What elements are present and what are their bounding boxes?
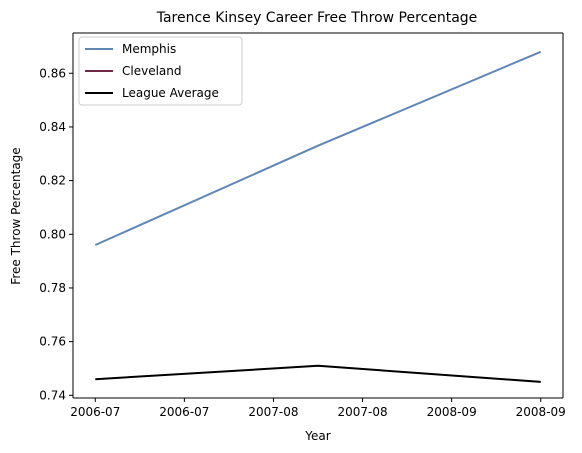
- y-tick-label: 0.82: [39, 174, 66, 188]
- x-tick-label: 2006-07: [70, 405, 120, 419]
- legend-box: [78, 36, 243, 106]
- legend-entry-1: Cleveland: [122, 64, 182, 78]
- y-axis-label: Free Throw Percentage: [9, 147, 23, 284]
- x-tick-label: 2007-08: [248, 405, 298, 419]
- legend-entry-2: League Average: [122, 86, 219, 100]
- x-axis-label: Year: [304, 429, 330, 443]
- y-tick-label: 0.74: [39, 388, 66, 402]
- legend-entry-0: Memphis: [122, 42, 176, 56]
- series-line-0: [94, 50, 542, 246]
- x-tick-label: 2006-07: [159, 405, 209, 419]
- y-tick-label: 0.80: [39, 227, 66, 241]
- y-tick-label: 0.86: [39, 66, 66, 80]
- y-tick-label: 0.78: [39, 281, 66, 295]
- x-tick-label: 2007-08: [337, 405, 387, 419]
- y-tick-label: 0.76: [39, 335, 66, 349]
- x-tick-label: 2008-09: [427, 405, 477, 419]
- series-line-2: [95, 364, 541, 383]
- chart-title: Tarence Kinsey Career Free Throw Percent…: [156, 10, 478, 26]
- x-tick-label: 2008-09: [516, 405, 566, 419]
- y-tick-label: 0.84: [39, 120, 66, 134]
- plot-area: 0.74 0.76 0.78 0.80 0.82 0.84 0.86 2006-07 2006-…: [39, 32, 566, 419]
